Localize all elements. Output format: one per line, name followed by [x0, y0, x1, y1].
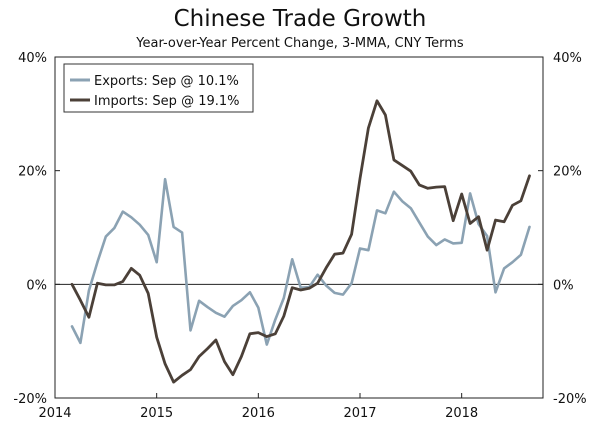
series-layer — [70, 99, 531, 384]
legend-layer: Exports: Sep @ 10.1% Imports: Sep @ 19.1% — [63, 63, 254, 113]
x-tick-label-2: 2016 — [242, 406, 275, 421]
x-tick-label-0: 2014 — [38, 406, 71, 421]
x-tick-label-1: 2015 — [140, 406, 173, 421]
chart-subtitle: Year-over-Year Percent Change, 3-MMA, CN… — [136, 36, 464, 51]
y-tick-label-left-2: 20% — [18, 165, 47, 180]
series-line-imports — [70, 99, 531, 384]
axes-layer: -20% -20% 0% 0% 20% 20% 40% 40% 2014 2015 2016 2017… — [13, 51, 586, 421]
y-tick-label-right-0: -20% — [553, 392, 587, 407]
legend-label-1: Imports: Sep @ 19.1% — [94, 94, 240, 109]
y-tick-label-right-1: 0% — [553, 278, 574, 293]
y-tick-label-right-3: 40% — [553, 51, 582, 66]
plot-frame — [54, 56, 544, 399]
y-tick-label-left-0: -20% — [13, 392, 47, 407]
y-tick-label-left-3: 40% — [18, 51, 47, 66]
y-tick-label-left-1: 0% — [26, 278, 47, 293]
legend-box — [63, 63, 254, 113]
y-tick-label-right-2: 20% — [553, 165, 582, 180]
chart-title: Chinese Trade Growth — [173, 6, 427, 32]
legend-label-0: Exports: Sep @ 10.1% — [94, 74, 239, 89]
x-tick-label-4: 2018 — [445, 406, 478, 421]
series-line-exports — [70, 177, 531, 346]
x-tick-label-3: 2017 — [343, 406, 376, 421]
